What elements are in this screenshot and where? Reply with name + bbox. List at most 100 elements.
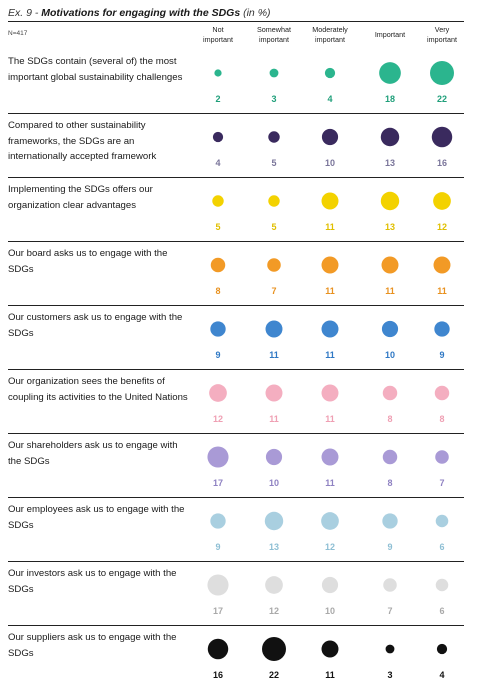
bubble-mark bbox=[380, 191, 400, 211]
bubble-mark bbox=[207, 446, 229, 468]
bubble-mark bbox=[265, 384, 283, 402]
data-label: 11 bbox=[325, 350, 335, 360]
bubble-mark bbox=[433, 256, 451, 274]
data-label: 4 bbox=[327, 94, 332, 104]
data-label: 4 bbox=[215, 158, 220, 168]
data-label: 17 bbox=[213, 606, 223, 616]
data-label: 9 bbox=[439, 350, 444, 360]
row-label: Our employees ask us to engage with the … bbox=[8, 504, 185, 531]
top-rule bbox=[8, 21, 464, 22]
column-header: Somewhat important bbox=[257, 25, 291, 44]
chart-unit: (in %) bbox=[240, 7, 271, 19]
data-label: 11 bbox=[437, 286, 447, 296]
bubble-mark bbox=[212, 195, 224, 207]
bubble-mark bbox=[380, 127, 400, 147]
data-label: 5 bbox=[271, 222, 276, 232]
data-label: 8 bbox=[387, 414, 392, 424]
bubble-mark bbox=[436, 643, 448, 655]
bubble-mark bbox=[324, 67, 336, 79]
data-label: 9 bbox=[215, 350, 220, 360]
bubble-mark bbox=[265, 448, 283, 466]
bubble-mark bbox=[381, 256, 399, 274]
row-label: Compared to other sustainability framewo… bbox=[8, 120, 157, 163]
bubble-mark bbox=[267, 258, 281, 272]
bubble-mark bbox=[431, 126, 453, 148]
bubble-mark bbox=[382, 513, 398, 529]
data-label: 6 bbox=[439, 542, 444, 552]
data-label: 10 bbox=[385, 350, 395, 360]
row-divider bbox=[8, 177, 464, 178]
bubble-mark bbox=[321, 576, 339, 594]
chart-title-text: Motivations for engaging with the SDGs bbox=[41, 7, 241, 19]
row-divider bbox=[8, 561, 464, 562]
data-label: 18 bbox=[385, 94, 395, 104]
data-label: 6 bbox=[439, 606, 444, 616]
data-label: 11 bbox=[269, 350, 279, 360]
data-label: 17 bbox=[213, 478, 223, 488]
row-divider bbox=[8, 433, 464, 434]
row-divider bbox=[8, 497, 464, 498]
bubble-mark bbox=[433, 192, 451, 210]
bubble-mark bbox=[321, 192, 339, 210]
data-label: 13 bbox=[385, 158, 395, 168]
data-label: 11 bbox=[325, 222, 335, 232]
bubble-mark bbox=[268, 131, 280, 143]
data-label: 16 bbox=[213, 670, 223, 680]
data-label: 5 bbox=[215, 222, 220, 232]
data-label: 7 bbox=[439, 478, 444, 488]
data-label: 11 bbox=[385, 286, 395, 296]
row-label: Implementing the SDGs offers our organiz… bbox=[8, 184, 153, 211]
bubble-mark bbox=[321, 384, 339, 402]
bubble-mark bbox=[207, 574, 229, 596]
bubble-mark bbox=[435, 514, 449, 528]
bubble-mark bbox=[381, 320, 399, 338]
chart-title: Ex. 9 - Motivations for engaging with th… bbox=[8, 7, 271, 19]
bubble-plot: 2 3 4 18 22 4 5 10 13 16 5 5 11 13 12 8 7 11 11 11 9 11 11 10 9 1… bbox=[207, 61, 454, 680]
row-divider bbox=[8, 241, 464, 242]
data-label: 12 bbox=[213, 414, 223, 424]
bubble-mark bbox=[209, 384, 227, 402]
bubble-mark bbox=[385, 644, 395, 654]
data-label: 3 bbox=[387, 670, 392, 680]
data-label: 2 bbox=[215, 94, 220, 104]
data-label: 5 bbox=[271, 158, 276, 168]
chart-frame: Ex. 9 - Motivations for engaging with th… bbox=[8, 0, 464, 691]
sample-size-label: N=417 bbox=[8, 30, 28, 37]
bubble-mark bbox=[262, 637, 286, 661]
bubble-mark bbox=[210, 513, 226, 529]
data-label: 22 bbox=[437, 94, 447, 104]
row-divider bbox=[8, 113, 464, 114]
row-divider bbox=[8, 625, 464, 626]
data-label: 4 bbox=[439, 670, 444, 680]
bubble-mark bbox=[379, 62, 401, 84]
data-label: 11 bbox=[325, 478, 335, 488]
row-label: Our suppliers ask us to engage with the … bbox=[8, 632, 177, 659]
data-label: 9 bbox=[387, 542, 392, 552]
data-label: 11 bbox=[269, 414, 279, 424]
bubble-mark bbox=[321, 640, 339, 658]
bubble-mark bbox=[210, 321, 226, 337]
exhibit-number: Ex. 9 - bbox=[8, 7, 42, 19]
row-label: Our shareholders ask us to engage with t… bbox=[8, 440, 178, 467]
bubble-mark bbox=[434, 385, 450, 401]
row-divider bbox=[8, 369, 464, 370]
bubble-mark bbox=[212, 131, 224, 143]
bubble-mark bbox=[435, 450, 449, 464]
column-header: Important bbox=[374, 30, 406, 39]
data-label: 11 bbox=[325, 286, 335, 296]
column-header: Very important bbox=[427, 25, 457, 44]
data-label: 16 bbox=[437, 158, 447, 168]
bubble-mark bbox=[321, 256, 339, 274]
bubble-mark bbox=[214, 69, 222, 77]
bubble-mark bbox=[383, 578, 397, 592]
data-label: 11 bbox=[325, 670, 335, 680]
data-label: 3 bbox=[271, 94, 276, 104]
bubble-mark bbox=[264, 511, 284, 531]
bubble-mark bbox=[269, 68, 279, 78]
bubble-mark bbox=[435, 578, 449, 592]
bubble-mark bbox=[207, 638, 229, 660]
row-label: Our customers ask us to engage with the … bbox=[8, 312, 183, 339]
data-label: 22 bbox=[269, 670, 279, 680]
column-header: Moderately important bbox=[312, 25, 348, 44]
data-label: 9 bbox=[215, 542, 220, 552]
